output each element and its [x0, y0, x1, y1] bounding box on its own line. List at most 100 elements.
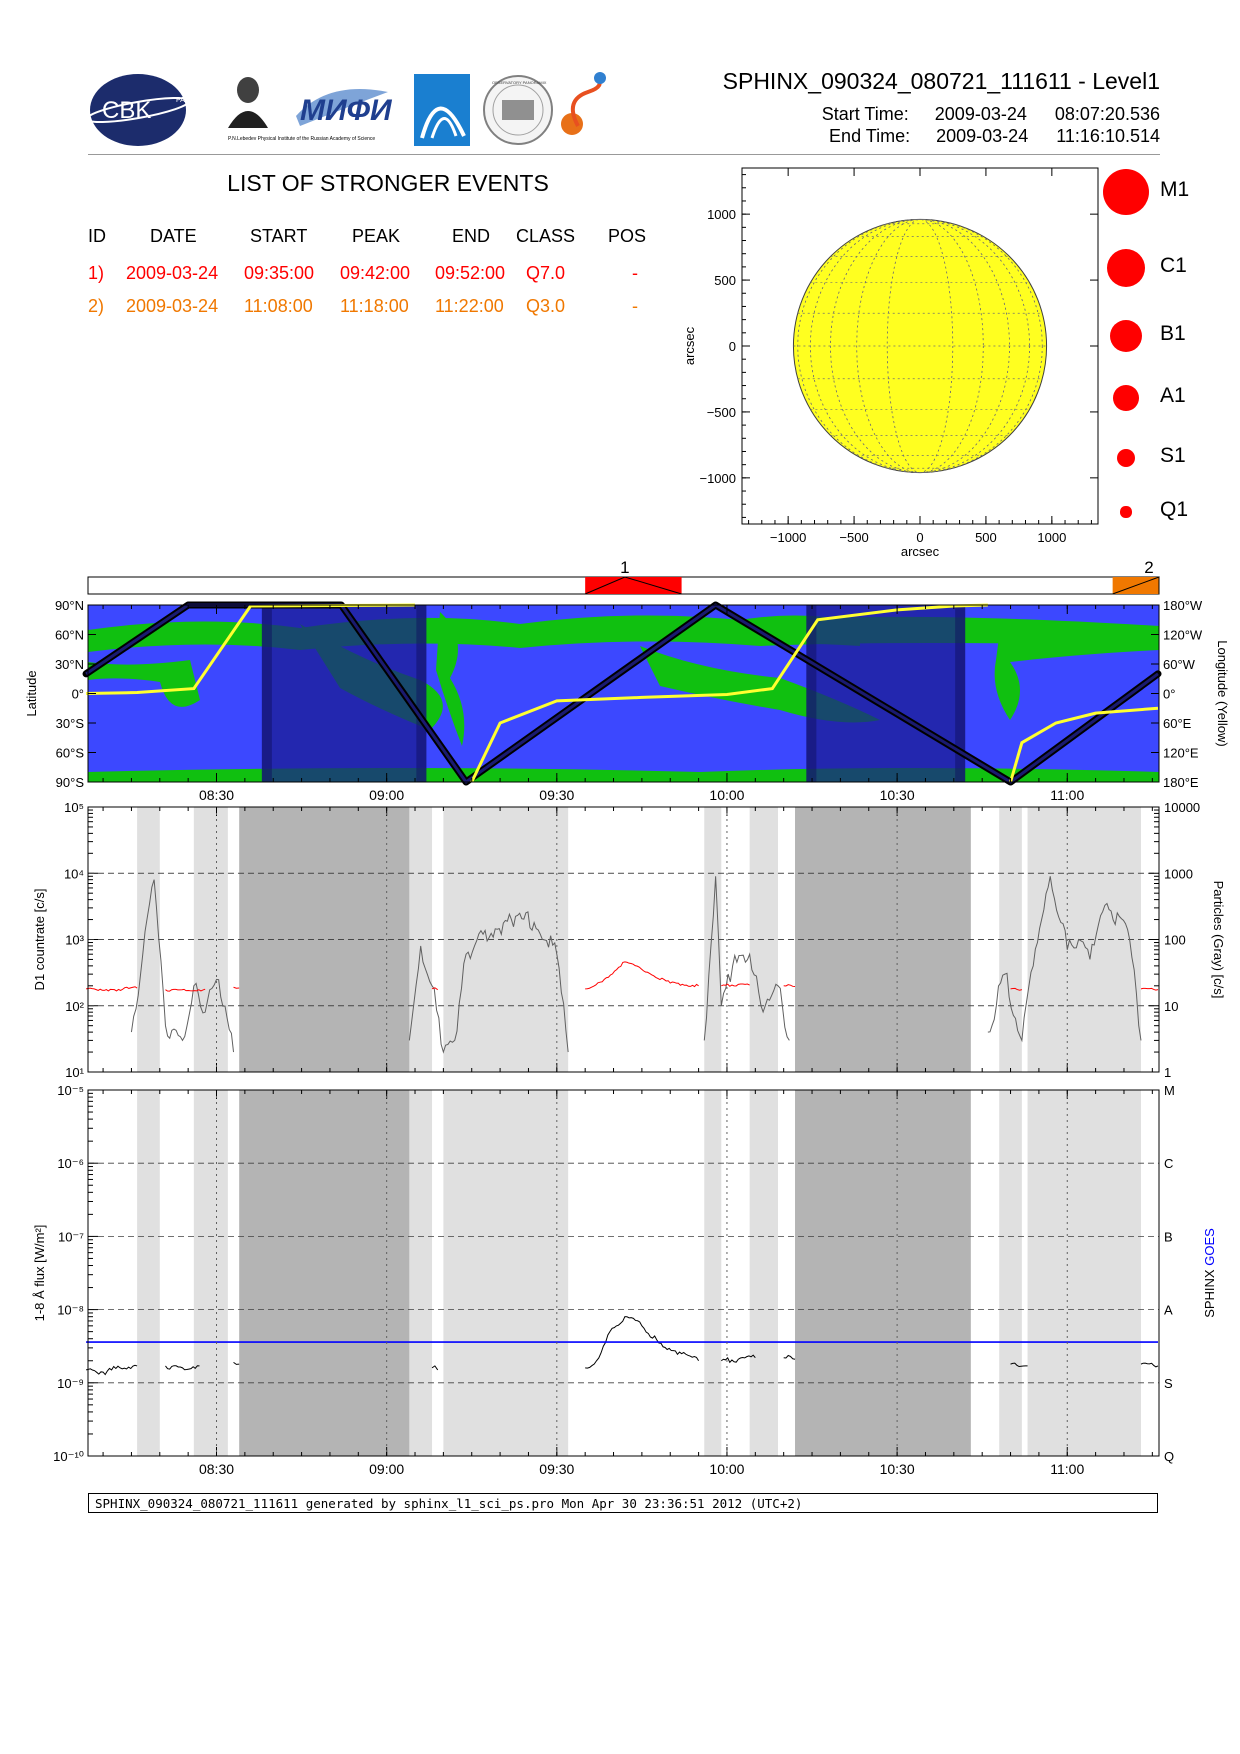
particle-shade-light — [443, 807, 569, 1072]
time-tick-label: 10:00 — [709, 1461, 744, 1477]
countrate-tick-label: 10⁴ — [64, 866, 84, 881]
disk-x-tick-label: −1000 — [770, 530, 807, 545]
event-start: 09:35:00 — [244, 263, 315, 283]
latitude-tick-label: 0° — [72, 687, 84, 702]
orbit-landmass — [436, 612, 465, 746]
flux-tick-label: 10⁻⁶ — [57, 1156, 84, 1171]
end-time-value: 11:16:10.514 — [1056, 126, 1160, 146]
longitude-tick-label: 120°E — [1163, 746, 1199, 761]
countrate-frame — [87, 806, 1160, 1073]
goes-class-label: Q — [1164, 1449, 1174, 1464]
goes-class-label: B — [1164, 1229, 1173, 1244]
latitude-tick-label: 90°S — [56, 775, 85, 790]
orbit-night-edge — [416, 605, 427, 782]
panoramix-seal: OBSERVATORY PANORAMIX — [483, 75, 553, 145]
time-tick-label: 10:00 — [709, 787, 744, 803]
start-time-row: Start Time: 2009-03-24 08:07:20.536 — [700, 104, 1160, 125]
particles-tick-label: 100 — [1164, 933, 1186, 948]
d1-countrate-trace — [233, 986, 240, 989]
latitude-tick-label: 60°S — [56, 746, 85, 761]
particle-shade-dark — [795, 1090, 971, 1456]
event-timeline-label: 1 — [620, 558, 629, 577]
particle-trace — [408, 911, 569, 1054]
disk-x-tick-label: 0 — [916, 530, 923, 545]
event-end: 09:52:00 — [435, 263, 506, 283]
countrate-tick-label: 10¹ — [65, 1065, 84, 1080]
end-time-label: End Time: — [829, 126, 911, 146]
orbit-night-edge — [806, 605, 817, 782]
latitude-tick-label: 90°N — [55, 598, 84, 613]
time-series-charts: 1 2 90°N 60°N 30°N 0° 30°S 60°S 90°S 180°W 120°W 60… — [24, 558, 1230, 1477]
goes-class-label: S — [1164, 1376, 1173, 1391]
event-timeline-bar — [585, 577, 682, 594]
end-time-row: End Time: 2009-03-24 11:16:10.514 — [700, 126, 1160, 147]
countrate-y-axis-label: D1 countrate [c/s] — [32, 889, 47, 991]
sphinx-flux-trace — [431, 1365, 439, 1371]
col-id: ID — [88, 226, 106, 246]
particles-tick-label: 1 — [1164, 1065, 1171, 1080]
goes-class-label: C — [1164, 1156, 1173, 1171]
latitude-tick-label: 60°N — [55, 628, 84, 643]
particle-shade-light — [1027, 1090, 1141, 1456]
event-id: 1) — [88, 263, 105, 283]
event-end: 11:22:00 — [435, 296, 504, 316]
flux-tick-label: 10⁻⁷ — [58, 1229, 84, 1244]
particles-y2-axis-label: Particles (Gray) [c/s] — [1211, 881, 1226, 999]
flux-tick-label: 10⁻⁹ — [57, 1376, 84, 1391]
time-tick-label: 09:00 — [369, 1461, 404, 1477]
flux-y2-axis-label: SPHINX GOES — [1202, 1228, 1217, 1318]
sphinx-flux-trace — [1140, 1362, 1159, 1368]
event-peak: 09:42:00 — [340, 263, 411, 283]
orbit-night-band — [261, 605, 427, 782]
d1-countrate-trace — [585, 961, 699, 990]
particle-shade-light — [999, 1090, 1022, 1456]
particle-shade-light — [409, 1090, 433, 1456]
observatory-icon — [414, 74, 470, 146]
cbk-logo-sub: PAN — [176, 97, 190, 104]
disk-x-tick-label: 1000 — [1037, 530, 1066, 545]
header-divider — [88, 154, 1160, 155]
sphinx-flux-trace — [165, 1365, 200, 1371]
orbit-landmass — [994, 628, 1159, 720]
longitude-tick-label: 180°W — [1163, 598, 1203, 613]
report-title: SPHINX_090324_080721_111611 - Level1 — [722, 68, 1160, 94]
size-legend-dot — [1120, 506, 1132, 518]
event-timeline-peak — [1112, 576, 1160, 595]
time-tick-label: 09:30 — [539, 1461, 574, 1477]
sphinx-flux-trace — [1010, 1362, 1028, 1368]
col-date: DATE — [150, 226, 197, 246]
d1-countrate-trace — [1140, 987, 1159, 991]
col-class: CLASS — [516, 226, 576, 246]
event-date: 2009-03-24 — [126, 296, 219, 316]
longitude-tick-label: 180°E — [1163, 775, 1199, 790]
disk-y-tick-label: 0 — [729, 339, 736, 354]
disk-longitude-line — [856, 219, 984, 473]
solar-disk-chart: −1000 −500 0 500 1000 −1000 −500 0 500 1000 arcsec… — [682, 167, 1099, 559]
longitude-tick-label: 120°W — [1163, 628, 1203, 643]
footer-caption: SPHINX_090324_080721_111611 generated by… — [88, 1493, 1158, 1513]
size-legend-label: Q1 — [1160, 498, 1189, 521]
particles-tick-label: 10000 — [1164, 800, 1200, 815]
time-tick-label: 08:30 — [199, 787, 234, 803]
d1-countrate-trace — [165, 988, 206, 992]
start-date: 2009-03-24 — [934, 104, 1027, 124]
disk-x-tick-label: −500 — [839, 530, 868, 545]
size-legend-dot — [1116, 448, 1136, 468]
particle-shade-dark — [239, 1090, 410, 1456]
logo-strip: CBK PAN P.N.Lebedev Physical Institute o… — [88, 72, 606, 146]
particle-shade-light — [137, 1090, 160, 1456]
orbit-night-band — [806, 605, 966, 782]
miphi-logo: МИФИ — [296, 89, 393, 127]
sphinx-flux-trace — [720, 1354, 756, 1364]
longitude-tick-label: 60°W — [1163, 657, 1196, 672]
event-class: Q7.0 — [526, 263, 566, 283]
orbit-night-edge — [261, 605, 272, 782]
size-legend-label: C1 — [1160, 254, 1187, 277]
orbit-night-edge — [955, 605, 966, 782]
orbit-y-axis-label: Latitude — [24, 670, 39, 716]
flux-y2-label-goes: GOES — [1202, 1228, 1217, 1266]
particle-trace — [703, 876, 790, 1041]
size-legend-label: S1 — [1160, 444, 1186, 467]
d1-countrate-trace — [1010, 987, 1023, 991]
